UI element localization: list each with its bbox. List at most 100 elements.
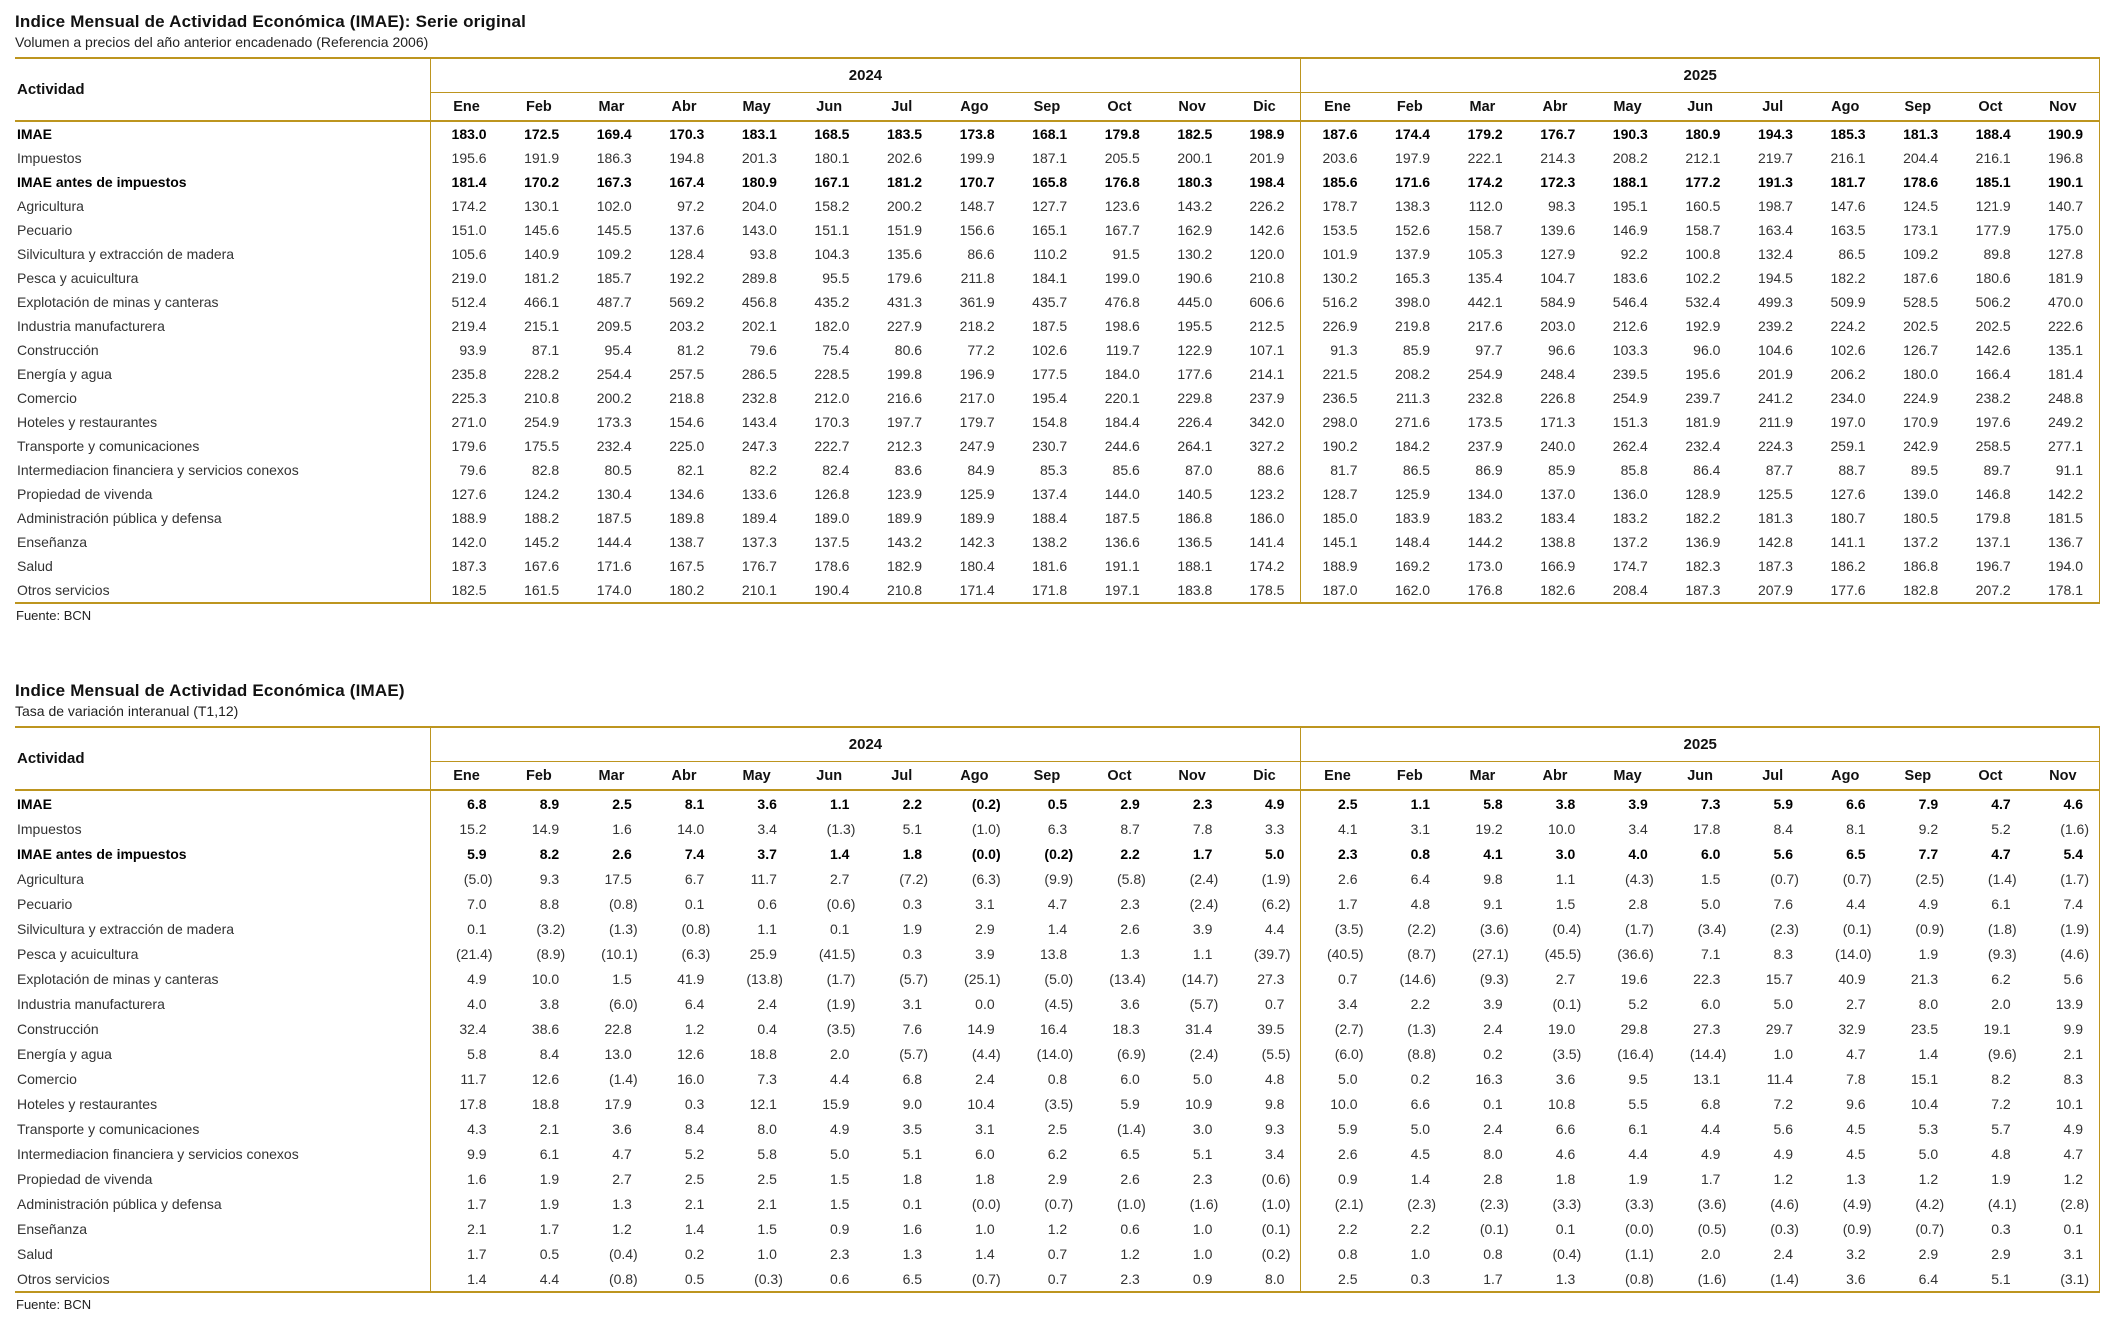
value-cell: 1.2 (1120, 1245, 1140, 1262)
value-cell: 187.3 (451, 558, 487, 574)
value-cell: 85.9 (1548, 462, 1576, 478)
value-cell: 79.6 (749, 342, 777, 358)
value-cell: 8.0 (1228, 1266, 1302, 1292)
value-cell: 89.8 (1983, 246, 2011, 262)
value-cell: 123.2 (1228, 482, 1302, 506)
value-cell: 80.5 (604, 462, 632, 478)
month-header: Mar (575, 92, 648, 122)
value-cell: 258.5 (1975, 438, 2011, 454)
value-cell: (3.5) (1334, 920, 1364, 937)
value-cell: 7.8 (1846, 1070, 1866, 1087)
value-cell: 225.3 (451, 390, 487, 406)
value-cell: 103.3 (1612, 342, 1648, 358)
value-cell: 5.2 (1991, 820, 2011, 837)
value-cell: 107.1 (1228, 338, 1302, 362)
value-cell: 98.3 (1548, 198, 1576, 214)
value-cell: 189.9 (887, 510, 923, 526)
value-cell: 6.1 (539, 1145, 560, 1162)
value-cell: 197.9 (1395, 150, 1431, 166)
value-cell: (6.0) (608, 995, 638, 1012)
value-cell: 476.8 (1104, 294, 1140, 310)
value-cell: 87.0 (1185, 462, 1213, 478)
value-cell: 181.3 (1903, 126, 1939, 142)
value-cell: 1.7 (467, 1195, 487, 1212)
value-cell: (0.5) (1697, 1220, 1727, 1237)
value-cell: 5.0 (1918, 1145, 1939, 1162)
value-cell: (1.6) (1189, 1195, 1219, 1212)
value-cell: (6.2) (1228, 891, 1302, 916)
value-cell: 7.8 (1192, 820, 1213, 837)
value-cell: 39.5 (1228, 1016, 1302, 1041)
row-label: Salud (15, 554, 431, 578)
value-cell: 1.8 (1555, 1170, 1576, 1187)
value-cell: 144.4 (596, 534, 632, 550)
value-cell: 5.6 (1773, 1120, 1793, 1137)
table-row: IMAE antes de impuestos 5.9 8.2 2.6 7.4 3.7 1.… (15, 841, 2100, 866)
value-cell: 181.2 (524, 270, 560, 286)
value-cell: 3.1 (2063, 1245, 2083, 1262)
value-cell: 361.9 (959, 294, 995, 310)
value-cell: 5.3 (1918, 1120, 1939, 1137)
value-cell: 3.0 (1555, 845, 1576, 862)
value-cell: 259.1 (1830, 438, 1866, 454)
value-cell: (4.6) (2060, 945, 2089, 962)
value-cell: 142.8 (1757, 534, 1793, 550)
value-cell: (0.4) (1552, 1245, 1582, 1262)
value-cell: (5.7) (899, 1045, 929, 1062)
value-cell: 146.9 (1612, 222, 1648, 238)
value-cell: 6.5 (1846, 845, 1866, 862)
value-cell: 222.7 (814, 438, 850, 454)
value-cell: 1.0 (757, 1245, 777, 1262)
value-cell: 5.0 (1228, 841, 1302, 866)
value-cell: (0.8) (608, 1270, 638, 1287)
value-cell: 1.5 (830, 1170, 850, 1187)
value-cell: 85.8 (1620, 462, 1648, 478)
value-cell: 177.6 (1177, 366, 1213, 382)
value-cell: 6.4 (684, 995, 705, 1012)
value-cell: (2.7) (1334, 1020, 1364, 1037)
value-cell: 289.8 (741, 270, 777, 286)
value-cell: 0.6 (1120, 1220, 1140, 1237)
value-cell: 190.9 (2047, 126, 2083, 142)
value-cell: 4.9 (1700, 1145, 1721, 1162)
value-cell: (21.4) (456, 945, 493, 962)
value-cell: 3.1 (975, 895, 995, 912)
value-cell: 1.5 (1555, 895, 1576, 912)
value-cell: 14.9 (531, 820, 560, 837)
value-cell: 204.4 (1903, 150, 1939, 166)
value-cell: 210.8 (524, 390, 560, 406)
value-cell: 4.4 (1628, 1145, 1648, 1162)
value-cell: 165.1 (1032, 222, 1068, 238)
value-cell: 104.6 (1757, 342, 1793, 358)
value-cell: 2.3 (830, 1245, 850, 1262)
value-cell: 7.6 (902, 1020, 923, 1037)
value-cell: (5.5) (1228, 1041, 1302, 1066)
value-cell: 190.6 (1177, 270, 1213, 286)
row-label: Impuestos (15, 146, 431, 170)
value-cell: 198.9 (1228, 121, 1302, 146)
month-header: Mar (1446, 761, 1519, 791)
value-cell: 1.7 (467, 1245, 487, 1262)
value-cell: 254.4 (596, 366, 632, 382)
month-header: Jun (1663, 92, 1737, 122)
row-label: Comercio (15, 1066, 431, 1091)
row-label: Silvicultura y extracción de madera (15, 916, 431, 941)
value-cell: (1.0) (1116, 1195, 1146, 1212)
value-cell: (13.8) (746, 970, 783, 987)
month-header: Nov (1155, 92, 1229, 122)
value-cell: 5.1 (1991, 1270, 2011, 1287)
value-cell: 1.4 (1047, 920, 1068, 937)
value-cell: (3.3) (1552, 1195, 1582, 1212)
table2-title: Indice Mensual de Actividad Económica (I… (15, 681, 405, 700)
value-cell: 0.7 (1047, 1245, 1068, 1262)
table-row: Enseñanza 2.1 1.7 1.2 1.4 1.5 0.9 1.6 1.0 1.2 0.6 1… (15, 1216, 2100, 1241)
value-cell: 147.6 (1830, 198, 1866, 214)
value-cell: 140.5 (1177, 486, 1213, 502)
value-cell: 516.2 (1322, 294, 1358, 310)
value-cell: (4.1) (1987, 1195, 2017, 1212)
value-cell: 2.5 (612, 795, 632, 812)
value-cell: 226.9 (1322, 318, 1358, 334)
value-cell: 182.9 (887, 558, 923, 574)
value-cell: (1.3) (1407, 1020, 1437, 1037)
value-cell: 3.7 (757, 845, 777, 862)
